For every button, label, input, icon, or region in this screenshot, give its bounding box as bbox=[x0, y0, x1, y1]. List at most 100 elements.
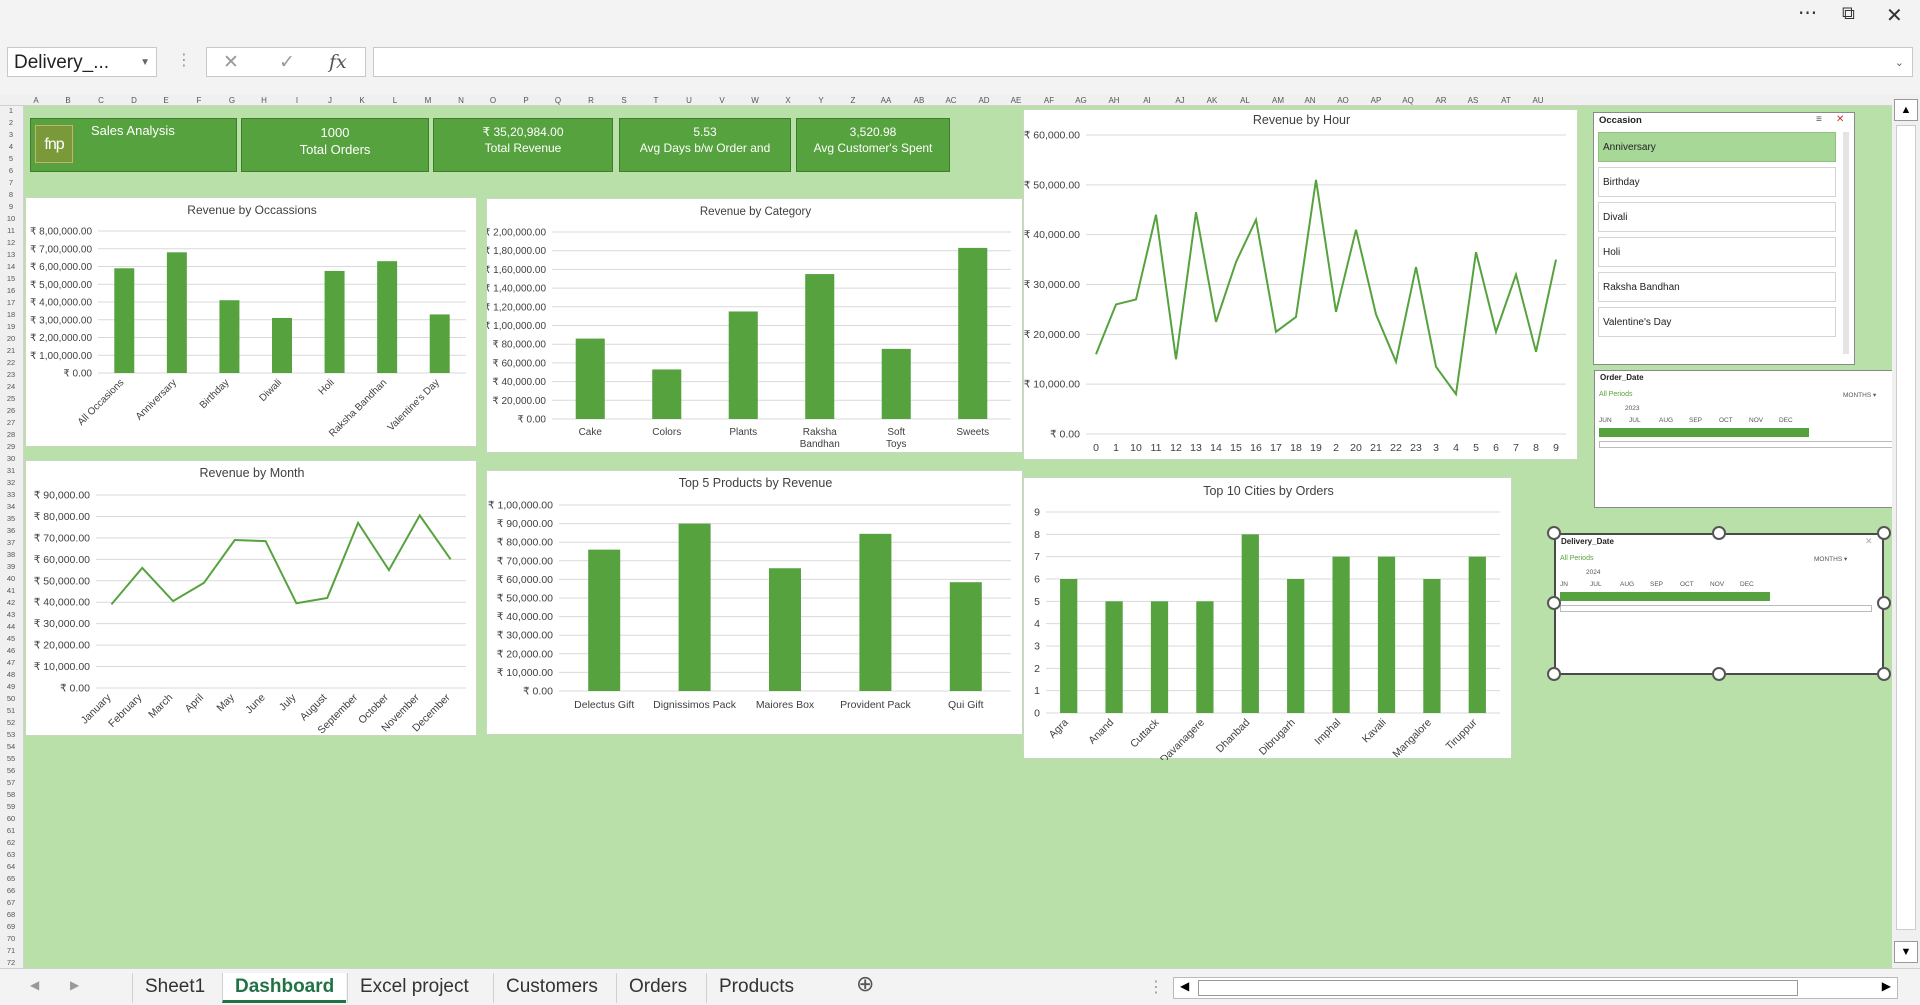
row-header[interactable]: 70 bbox=[6, 934, 16, 943]
row-header[interactable]: 31 bbox=[6, 466, 16, 475]
column-header[interactable]: A bbox=[33, 96, 39, 105]
column-header[interactable]: AJ bbox=[1175, 96, 1185, 105]
slicer-item-birthday[interactable]: Birthday bbox=[1598, 167, 1836, 197]
resize-handle[interactable] bbox=[1547, 667, 1561, 681]
row-header[interactable]: 28 bbox=[6, 430, 16, 439]
row-header[interactable]: 61 bbox=[6, 826, 16, 835]
insert-function-button[interactable]: fx bbox=[329, 51, 347, 73]
column-header[interactable]: AM bbox=[1272, 96, 1284, 105]
row-header[interactable]: 55 bbox=[6, 754, 16, 763]
row-header[interactable]: 37 bbox=[6, 538, 16, 547]
kpi-avg-spent[interactable]: 3,520.98 Avg Customer's Spent bbox=[796, 118, 950, 172]
revenue-by-category-chart[interactable]: Revenue by Category ₹ 0.00 ₹ 20,000.00 ₹ 40… bbox=[486, 198, 1023, 453]
resize-handle[interactable] bbox=[1877, 667, 1891, 681]
row-header[interactable]: 49 bbox=[6, 682, 16, 691]
column-header[interactable]: I bbox=[295, 96, 299, 105]
timeline-selection-bar[interactable] bbox=[1599, 428, 1809, 437]
column-header[interactable]: R bbox=[588, 96, 594, 105]
add-sheet-button[interactable]: ⊕ bbox=[856, 972, 875, 997]
scroll-up-button[interactable]: ▲ bbox=[1894, 99, 1918, 121]
sheet-tab-customers[interactable]: Customers bbox=[493, 973, 610, 1003]
row-header[interactable]: 11 bbox=[7, 226, 15, 235]
sheet-tab-sheet1[interactable]: Sheet1 bbox=[132, 973, 217, 1003]
row-header[interactable]: 41 bbox=[6, 586, 16, 595]
timeline-unit-dropdown[interactable]: MONTHS ▾ bbox=[1814, 556, 1848, 563]
row-header[interactable]: 63 bbox=[6, 850, 16, 859]
column-header[interactable]: AO bbox=[1337, 96, 1349, 105]
row-header[interactable]: 35 bbox=[6, 514, 16, 523]
column-header[interactable]: P bbox=[523, 96, 529, 105]
resize-handle[interactable] bbox=[1547, 526, 1561, 540]
kpi-total-revenue[interactable]: ₹ 35,20,984.00 Total Revenue bbox=[433, 118, 613, 172]
column-header[interactable]: V bbox=[719, 96, 725, 105]
enter-formula-button[interactable]: ✓ bbox=[279, 51, 295, 73]
formula-input[interactable]: ⌄ bbox=[373, 47, 1913, 77]
resize-handle[interactable] bbox=[1547, 596, 1561, 610]
column-header[interactable]: U bbox=[686, 96, 692, 105]
column-header[interactable]: AT bbox=[1501, 96, 1511, 105]
row-header[interactable]: 27 bbox=[6, 418, 16, 427]
column-header[interactable]: AP bbox=[1370, 96, 1382, 105]
row-header[interactable]: 43 bbox=[6, 610, 16, 619]
row-header[interactable]: 34 bbox=[6, 502, 16, 511]
sheet-tab-dashboard[interactable]: Dashboard bbox=[222, 973, 347, 1003]
row-header[interactable]: 7 bbox=[8, 178, 14, 187]
order-date-timeline[interactable]: Order_Date ✕ All Periods MONTHS ▾ 2023 J… bbox=[1594, 370, 1892, 508]
row-header[interactable]: 29 bbox=[6, 442, 16, 451]
slicer-item-valentines-day[interactable]: Valentine's Day bbox=[1598, 307, 1836, 337]
kpi-avg-days[interactable]: 5.53 Avg Days b/w Order and bbox=[619, 118, 791, 172]
row-header[interactable]: 59 bbox=[6, 802, 16, 811]
timeline-selection-bar[interactable] bbox=[1560, 592, 1770, 601]
column-header[interactable]: AA bbox=[880, 96, 892, 105]
row-header[interactable]: 1 bbox=[8, 106, 14, 115]
row-header[interactable]: 32 bbox=[6, 478, 16, 487]
row-header[interactable]: 64 bbox=[6, 862, 16, 871]
column-header[interactable]: AE bbox=[1010, 96, 1022, 105]
kpi-title-card[interactable]: fnp Sales Analysis bbox=[30, 118, 237, 172]
row-header[interactable]: 21 bbox=[6, 346, 16, 355]
row-header[interactable]: 16 bbox=[6, 286, 16, 295]
timeline-clear-filter-icon[interactable]: ✕ bbox=[1865, 536, 1873, 546]
column-header[interactable]: Y bbox=[818, 96, 824, 105]
row-header[interactable]: 39 bbox=[6, 562, 16, 571]
resize-handle[interactable] bbox=[1877, 596, 1891, 610]
column-header[interactable]: AI bbox=[1143, 96, 1151, 105]
row-header[interactable]: 25 bbox=[6, 394, 16, 403]
row-header[interactable]: 13 bbox=[6, 250, 16, 259]
column-header[interactable]: M bbox=[424, 96, 432, 105]
column-header[interactable]: B bbox=[65, 96, 71, 105]
clear-filter-icon[interactable]: ✕ bbox=[1836, 114, 1845, 125]
revenue-by-hour-chart[interactable]: Revenue by Hour ₹ 0.00 ₹ 10,000.00 ₹ 20,000… bbox=[1023, 109, 1578, 460]
row-header[interactable]: 2 bbox=[8, 118, 14, 127]
row-header[interactable]: 6 bbox=[8, 166, 14, 175]
formula-bar-grip-icon[interactable]: ⋮ bbox=[176, 50, 192, 69]
row-header[interactable]: 44 bbox=[6, 622, 16, 631]
row-header[interactable]: 54 bbox=[6, 742, 16, 751]
column-header[interactable]: W bbox=[751, 96, 759, 105]
row-header[interactable]: 5 bbox=[8, 154, 14, 163]
column-header[interactable]: E bbox=[163, 96, 169, 105]
row-header[interactable]: 8 bbox=[8, 190, 14, 199]
multi-select-icon[interactable]: ≡ bbox=[1816, 114, 1822, 125]
row-header[interactable]: 58 bbox=[6, 790, 16, 799]
next-sheet-icon[interactable]: ▶ bbox=[70, 978, 80, 992]
expand-formula-icon[interactable]: ⌄ bbox=[1894, 57, 1904, 69]
row-header[interactable]: 18 bbox=[6, 310, 16, 319]
row-header[interactable]: 30 bbox=[6, 454, 16, 463]
close-window-icon[interactable]: ✕ bbox=[1886, 3, 1903, 27]
row-header[interactable]: 17 bbox=[6, 298, 16, 307]
column-header[interactable]: AQ bbox=[1402, 96, 1414, 105]
horizontal-scroll-thumb[interactable] bbox=[1198, 980, 1798, 996]
slicer-item-holi[interactable]: Holi bbox=[1598, 237, 1836, 267]
row-header[interactable]: 72 bbox=[6, 958, 16, 967]
name-box-dropdown-icon[interactable]: ▼ bbox=[140, 57, 150, 68]
column-header[interactable]: T bbox=[653, 96, 659, 105]
resize-handle[interactable] bbox=[1712, 526, 1726, 540]
row-header[interactable]: 15 bbox=[6, 274, 16, 283]
revenue-by-occasions-chart[interactable]: Revenue by Occassions ₹ 0.00 ₹ 1,00,000.00… bbox=[25, 197, 477, 447]
resize-handle[interactable] bbox=[1712, 667, 1726, 681]
column-header[interactable]: F bbox=[196, 96, 202, 105]
tab-splitter-icon[interactable]: ⋮ bbox=[1148, 977, 1164, 996]
slicer-item-divali[interactable]: Divali bbox=[1598, 202, 1836, 232]
column-header[interactable]: N bbox=[458, 96, 464, 105]
